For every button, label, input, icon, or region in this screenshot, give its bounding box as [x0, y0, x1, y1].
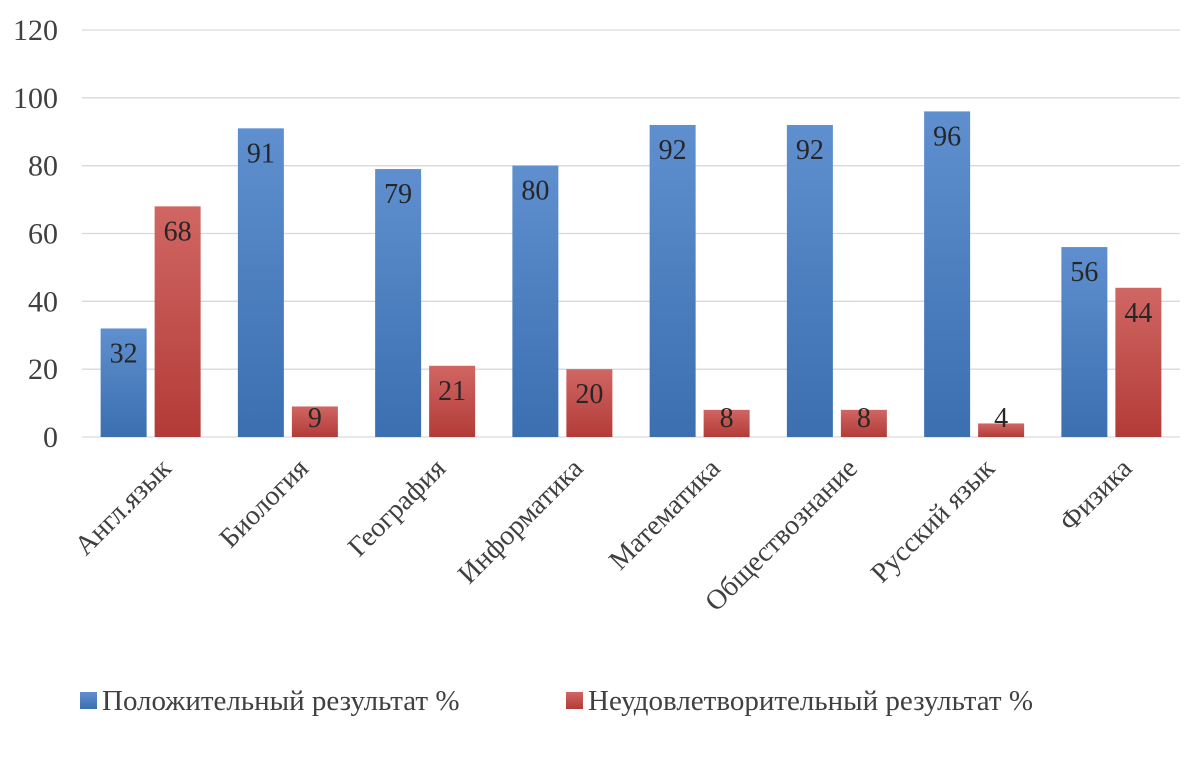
bar-unsatisfactory-0 [154, 206, 201, 437]
bar-unsatisfactory-4 [703, 409, 750, 437]
data-label: 79 [384, 179, 412, 210]
x-category-label: Биология [214, 453, 315, 554]
bar-unsatisfactory-5 [840, 409, 887, 437]
data-label: 92 [659, 135, 687, 166]
x-category-label: Информатика [452, 453, 590, 591]
data-label: 91 [247, 138, 275, 169]
legend-item-unsatisfactory: Неудовлетворительный результат % [566, 685, 1033, 717]
data-label: 68 [164, 216, 192, 247]
data-label: 8 [720, 403, 734, 434]
bar-positive-4 [649, 124, 696, 437]
data-label: 21 [438, 376, 466, 407]
bar-positive-3 [512, 165, 559, 437]
bar-positive-7 [1061, 247, 1108, 437]
bar-positive-5 [786, 124, 833, 437]
data-label: 96 [933, 121, 961, 152]
bar-positive-0 [100, 328, 147, 437]
bar-unsatisfactory-1 [291, 406, 338, 437]
x-category-label: География [342, 453, 452, 563]
data-label: 4 [994, 403, 1008, 434]
data-labels: 32 68 91 9 79 21 80 20 92 8 92 8 96 4 56 44 [110, 121, 1153, 434]
x-category-label: Математика [603, 453, 727, 577]
x-axis-category-labels: Англ.язык Биология География Информатика Мат… [69, 453, 1139, 618]
legend-label: Неудовлетворительный результат % [588, 685, 1033, 717]
legend-label: Положительный результат % [102, 685, 460, 717]
data-label: 32 [110, 338, 138, 369]
data-label: 9 [308, 403, 322, 434]
legend-swatch [566, 692, 583, 709]
data-label: 44 [1124, 298, 1152, 329]
data-label: 20 [575, 379, 603, 410]
y-tick-label: 0 [43, 421, 58, 454]
y-tick-label: 40 [28, 285, 58, 318]
x-category-label: Русский язык [865, 453, 1001, 589]
legend-item-positive: Положительный результат % [80, 685, 460, 717]
bar-unsatisfactory-6 [978, 423, 1025, 437]
y-tick-label: 60 [28, 218, 58, 251]
data-label: 56 [1070, 257, 1098, 288]
bars [100, 111, 1162, 438]
bar-positive-2 [375, 169, 422, 437]
x-category-label: Физика [1054, 453, 1139, 538]
y-tick-label: 80 [28, 150, 58, 183]
data-label: 92 [796, 135, 824, 166]
legend: Положительный результат % Неудовлетворите… [80, 685, 1033, 717]
x-category-label: Англ.язык [69, 453, 178, 562]
x-category-label: Обществознание [699, 453, 864, 618]
bar-unsatisfactory-2 [429, 365, 476, 437]
data-label: 8 [857, 403, 871, 434]
bar-positive-1 [237, 128, 284, 437]
y-axis-tick-labels: 0 20 40 60 80 100 120 [13, 14, 58, 454]
bar-positive-6 [924, 111, 971, 438]
y-tick-label: 100 [13, 82, 58, 115]
y-tick-label: 120 [13, 14, 58, 47]
bar-unsatisfactory-3 [566, 369, 613, 437]
bar-unsatisfactory-7 [1115, 287, 1162, 437]
data-label: 80 [521, 176, 549, 207]
y-tick-label: 20 [28, 353, 58, 386]
legend-swatch [80, 692, 97, 709]
